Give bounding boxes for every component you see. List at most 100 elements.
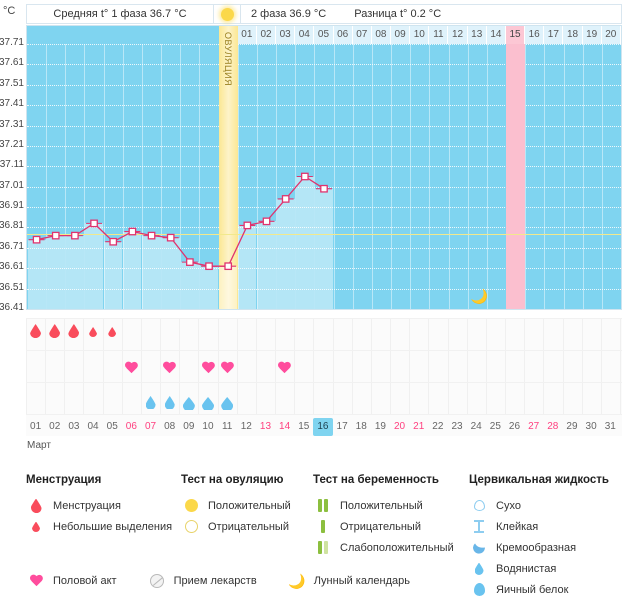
phase2-day-cell[interactable]: 08 [371, 26, 392, 44]
temperature-point[interactable] [147, 231, 156, 240]
calendar-day-cell[interactable]: 29 [566, 421, 578, 432]
phase2-day-cell[interactable]: 13 [467, 26, 487, 44]
menstruation-light-drop-icon[interactable] [108, 327, 116, 337]
phase2-day-cell[interactable]: 15 [505, 26, 526, 44]
calendar-day-cell[interactable]: 06 [125, 421, 137, 432]
phase2-day-cell[interactable]: 14 [486, 26, 506, 44]
calendar-day-cell[interactable]: 21 [413, 421, 425, 432]
calendar-day-cell[interactable]: 09 [183, 421, 195, 432]
calendar-day-cell[interactable]: 14 [279, 421, 291, 432]
phase2-day-cell[interactable]: 16 [525, 26, 545, 44]
calendar-day-cell[interactable]: 18 [355, 421, 367, 432]
temperature-point[interactable] [32, 235, 41, 244]
temperature-point[interactable] [281, 195, 290, 203]
temperature-point[interactable] [109, 237, 118, 246]
grid-line-vertical [333, 44, 335, 309]
calendar-day-cell[interactable]: 27 [528, 421, 540, 432]
calendar-day-cell[interactable]: 30 [585, 421, 597, 432]
symbol-grid-line [160, 318, 162, 414]
intercourse-heart-icon[interactable] [202, 362, 215, 374]
menstruation-light-drop-icon[interactable] [89, 327, 97, 337]
temperature-point[interactable] [320, 184, 328, 193]
phase2-day-cell[interactable]: 04 [295, 26, 315, 44]
phase2-day-cell[interactable]: 05 [314, 26, 334, 44]
temperature-point[interactable] [224, 262, 233, 271]
calendar-day-cell[interactable]: 23 [451, 421, 463, 432]
phase2-day-cell[interactable]: 17 [544, 26, 564, 44]
cervical-fluid-icon[interactable] [202, 396, 214, 410]
phase2-day-cell[interactable]: 12 [448, 26, 468, 44]
temperature-point[interactable] [71, 231, 79, 240]
intercourse-heart-icon[interactable] [278, 362, 291, 374]
phase2-day-cell[interactable]: 02 [256, 26, 277, 44]
symbol-grid-line [26, 318, 622, 319]
legend-item-label: Положительный [340, 499, 423, 512]
phase2-day-cell[interactable]: 18 [563, 26, 583, 44]
grid-line-horizontal [27, 207, 621, 209]
calendar-day-cell[interactable]: 04 [87, 421, 99, 432]
grid-line-horizontal [27, 166, 621, 168]
symbol-rows[interactable]: 01 02 03 04 05 06 07 08 09 10 11 12 13 14 15 16 17 18 19 20… [26, 318, 622, 436]
calendar-day-cell[interactable]: 17 [336, 421, 348, 432]
calendar-day-cell[interactable]: 01 [30, 421, 42, 432]
calendar-day-cell[interactable]: 05 [106, 421, 118, 432]
cervical-fluid-icon[interactable] [183, 396, 195, 410]
calendar-day-cell[interactable]: 20 [393, 421, 406, 432]
calendar-day-cell[interactable]: 07 [144, 421, 157, 432]
intercourse-heart-icon[interactable] [163, 362, 176, 374]
phase2-day-cell[interactable]: 06 [333, 26, 353, 44]
phase2-day-cell[interactable]: 03 [276, 26, 296, 44]
phase2-day-cell[interactable]: 09 [391, 26, 411, 44]
phase2-day-cell[interactable]: 10 [410, 26, 430, 44]
phase2-day-cell[interactable]: 20 [601, 26, 621, 44]
phase2-day-cell[interactable]: 07 [352, 26, 372, 44]
calendar-day-strip[interactable]: 01 02 03 04 05 06 07 08 09 10 11 12 13 14 15 16 17 18 19 20… [26, 418, 622, 436]
calendar-day-cell[interactable]: 02 [49, 421, 61, 432]
phase2-day-cell[interactable]: 01 [237, 26, 257, 44]
intercourse-heart-icon[interactable] [221, 362, 234, 374]
calendar-day-cell[interactable]: 19 [374, 421, 386, 432]
calendar-day-cell[interactable]: 03 [68, 421, 80, 432]
menstruation-drop-icon[interactable] [49, 324, 60, 338]
calendar-day-cell[interactable]: 26 [508, 421, 521, 432]
temperature-point[interactable] [51, 231, 60, 240]
calendar-day-cell[interactable]: 15 [298, 421, 310, 432]
temperature-curve[interactable] [27, 26, 621, 309]
calendar-day-cell[interactable]: 10 [202, 421, 214, 432]
phase2-day-cell[interactable]: 19 [582, 26, 602, 44]
y-axis-tick: 37.21 [0, 138, 24, 150]
temperature-point[interactable] [128, 227, 137, 236]
intercourse-heart-icon[interactable] [125, 362, 138, 374]
calendar-day-cell[interactable]: 31 [604, 421, 616, 432]
temperature-point[interactable] [166, 233, 175, 242]
legend-item: Яичный белок [469, 579, 626, 600]
menstruation-drop-icon[interactable] [30, 324, 41, 338]
calendar-day-cell[interactable]: 24 [470, 421, 482, 432]
calendar-day-cell[interactable]: 28 [547, 421, 559, 432]
calendar-day-cell[interactable]: 08 [164, 421, 176, 432]
symbol-grid-line [83, 318, 85, 414]
temperature-point[interactable] [186, 258, 194, 266]
calendar-day-cell[interactable]: 25 [489, 421, 501, 432]
temperature-chart[interactable]: ОВУЛЯЦИЯ 🌙 01 02 03 04 05 06 07 08 09 10 11 12 13 14 15… [26, 25, 622, 310]
temperature-point[interactable] [300, 172, 309, 181]
temperature-point[interactable] [243, 221, 252, 230]
calendar-day-cell[interactable]: 13 [259, 421, 272, 432]
temperature-point[interactable] [262, 217, 271, 226]
cervical-fluid-icon[interactable] [146, 396, 156, 409]
cervical-fluid-icon[interactable] [165, 396, 175, 409]
legend-menstruation-title: Менструация [26, 474, 102, 486]
legend-item: Отрицательный [181, 516, 336, 537]
calendar-day-cell[interactable]: 22 [432, 421, 444, 432]
calendar-day-cell[interactable]: 11 [221, 421, 233, 432]
grid-line-horizontal [27, 247, 621, 249]
phase2-day-cell[interactable]: 11 [429, 26, 449, 44]
temperature-point[interactable] [90, 219, 98, 228]
calendar-day-cell[interactable]: 12 [240, 421, 252, 432]
calendar-day-cell[interactable]: 16 [313, 418, 333, 436]
menstruation-drop-icon[interactable] [68, 324, 79, 338]
cervical-fluid-icon[interactable] [221, 396, 233, 410]
temperature-point[interactable] [205, 262, 213, 271]
y-axis-tick: 37.11 [0, 159, 24, 171]
grid-line-vertical [141, 44, 143, 309]
